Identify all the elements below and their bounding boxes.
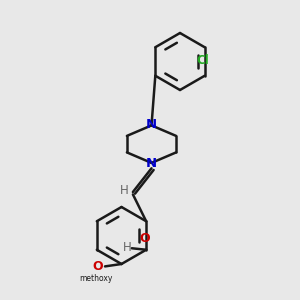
Text: H: H — [122, 241, 131, 254]
Text: O: O — [140, 232, 150, 245]
Text: O: O — [93, 260, 104, 273]
Text: H: H — [120, 184, 129, 197]
Text: methoxy: methoxy — [79, 274, 113, 283]
Text: N: N — [146, 118, 157, 131]
Text: N: N — [146, 157, 157, 170]
Text: Cl: Cl — [197, 54, 210, 67]
